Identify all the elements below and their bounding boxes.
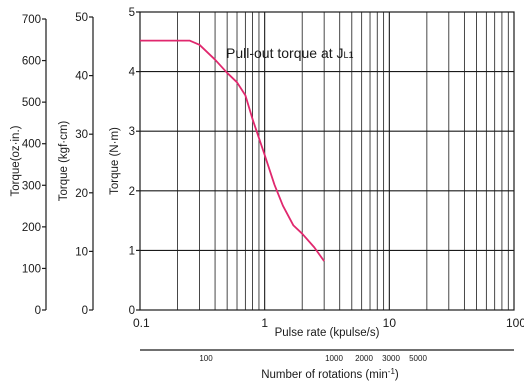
y-tick-label: 5: [129, 7, 135, 19]
y-tick-label: 3: [129, 126, 135, 138]
y-axis-label: Torque (kgf·cm): [58, 121, 70, 202]
y-tick-label: 100: [22, 263, 41, 275]
chart-grid: [140, 12, 514, 310]
series-line: [140, 39, 325, 262]
y-tick-label: 4: [129, 67, 136, 79]
superscript: -1: [388, 367, 396, 376]
chart-marks: [140, 39, 325, 262]
y-tick-label: 500: [22, 97, 41, 109]
y-tick-label: 600: [22, 56, 41, 68]
y-axis-label: Torque (N·m): [109, 127, 121, 195]
y-tick-label: 30: [75, 129, 88, 141]
y-tick-label: 50: [75, 12, 88, 24]
rotation-tick-label: 3000: [382, 354, 400, 363]
rotation-tick-label: 5000: [409, 354, 427, 363]
series-label-subscript: L1: [344, 50, 354, 60]
y-tick-label: 1: [129, 245, 135, 257]
y-tick-label: 0: [129, 305, 135, 317]
y-axis-label: Torque(oz·in.): [10, 125, 22, 196]
y-tick-label: 20: [75, 188, 88, 200]
x-tick-label: 1: [261, 316, 268, 330]
y-tick-label: 700: [22, 14, 41, 26]
x-tick-label: 0.1: [133, 316, 150, 330]
y-tick-label: 400: [22, 139, 41, 151]
y-tick-label: 200: [22, 222, 41, 234]
x-axis-label: Pulse rate (kpulse/s): [275, 327, 380, 339]
rotation-tick-label: 100: [199, 354, 213, 363]
y-tick-label: 0: [82, 305, 88, 317]
label-tail: ): [395, 369, 399, 381]
rotation-tick-label: 2000: [355, 354, 373, 363]
y-tick-label: 0: [35, 305, 41, 317]
y-tick-label: 10: [75, 246, 88, 258]
x-tick-label: 10: [383, 316, 397, 330]
series-label: Pull-out torque at JL1: [226, 45, 354, 61]
chart-ticks: [42, 11, 514, 351]
y-tick-label: 2: [129, 186, 135, 198]
rotation-axis-label: Number of rotations (min-1): [261, 367, 399, 381]
plot-area-frame: [139, 11, 515, 311]
x-tick-label: 100: [506, 316, 524, 330]
rotation-tick-label: 1000: [325, 354, 343, 363]
y-tick-label: 40: [75, 71, 88, 83]
y-tick-label: 300: [22, 180, 41, 192]
